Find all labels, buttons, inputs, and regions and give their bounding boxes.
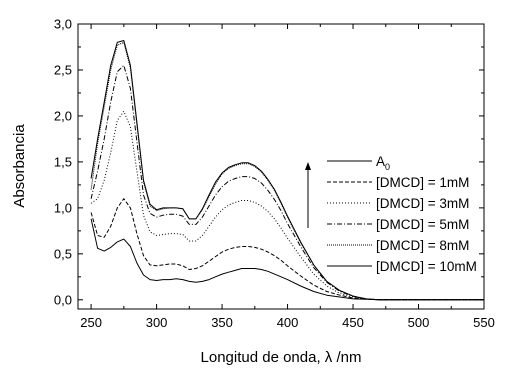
y-tick-label: 2,0 [54,108,72,123]
y-tick-label: 1,5 [54,154,72,169]
x-tick-label: 300 [146,315,168,330]
y-tick-label: 2,5 [54,62,72,77]
legend-label-text: [DMCD] = 5mM [376,217,469,232]
legend-label-text: [DMCD] = 3mM [376,196,469,211]
legend-label: [DMCD] = 1mM [376,175,469,190]
x-axis-label: Longitud de onda, λ /nm [201,349,362,366]
series-line-0 [90,218,484,301]
series-line-5 [90,40,484,301]
y-tick-label: 3,0 [54,17,72,32]
legend-label-text: A [376,154,385,169]
legend-label: [DMCD] = 8mM [376,238,469,253]
legend-label-text: [DMCD] = 1mM [376,175,469,190]
legend-label-text: [DMCD] = 8mM [376,238,469,253]
x-tick-label: 250 [80,315,102,330]
x-tick-label: 400 [277,315,299,330]
series-lines [90,40,484,301]
legend-label-text: [DMCD] = 10mM [376,259,477,274]
plot-frame [77,23,485,310]
x-tick-label: 550 [473,315,495,330]
legend: A0 [DMCD] = 1mM [DMCD] = 3mM [DMCD] = 5mM [D… [327,154,477,274]
x-tick-label: 450 [342,315,364,330]
legend-label: [DMCD] = 5mM [376,217,469,232]
increase-arrow-head [305,162,311,170]
x-tick-label: 350 [211,315,233,330]
y-axis-label: Absorbancia [11,124,28,208]
y-tick-label: 0,5 [54,246,72,261]
legend-label-subscript: 0 [385,162,390,172]
legend-label: [DMCD] = 3mM [376,196,469,211]
y-tick-label: 1,0 [54,200,72,215]
legend-label: [DMCD] = 10mM [376,259,477,274]
legend-label: A0 [376,154,390,172]
x-tick-label: 500 [408,315,430,330]
axis-ticks: 250 300 350 400 450 500 550 0,0 0,5 1,0 1,5 2,0 2,5 3… [54,17,495,331]
y-tick-label: 0,0 [54,292,72,307]
